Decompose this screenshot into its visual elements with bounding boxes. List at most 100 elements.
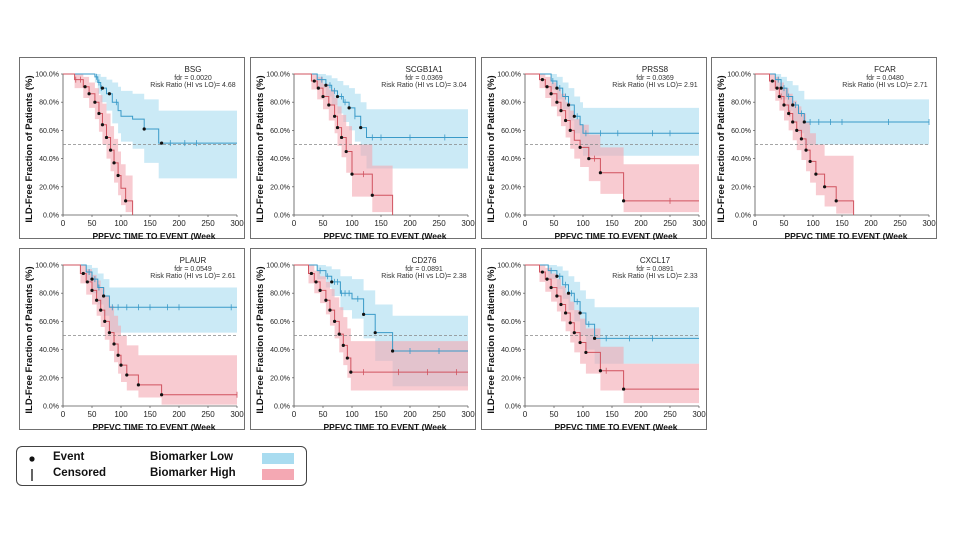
y-tick-label: 100.0% — [35, 263, 59, 270]
km-chart-svg: 0.0% 20.0% 40.0% 60.0% 80.0% 100.0% 0 50 100 150 2… — [255, 256, 475, 431]
km-curve-high — [294, 73, 394, 215]
km-panel-bsg: 0.0% 20.0% 40.0% 60.0% 80.0% 100.0% 0 50 100 150 2… — [19, 57, 245, 240]
x-tick-label: 200 — [172, 219, 186, 228]
chart-title: CXCL17 — [640, 256, 671, 265]
event-dot-high — [587, 157, 591, 161]
x-tick-label: 250 — [432, 219, 446, 228]
event-dot-low — [160, 141, 164, 145]
y-tick-label: 100.0% — [35, 72, 59, 79]
y-tick-label: 60.0% — [501, 319, 521, 326]
event-dot-high — [559, 302, 563, 307]
y-tick-label: 60.0% — [270, 128, 290, 135]
y-tick-label: 80.0% — [501, 291, 521, 298]
y-tick-label: 60.0% — [270, 319, 290, 326]
event-dot-high — [328, 308, 332, 312]
event-dot-high — [321, 94, 325, 99]
x-tick-label: 300 — [922, 219, 936, 228]
x-tick-label: 250 — [201, 219, 215, 228]
y-tick-label: 100.0% — [266, 72, 290, 79]
legend-low-swatch — [262, 453, 294, 464]
ci-band-high — [63, 74, 133, 215]
x-tick-label: 50 — [88, 410, 97, 419]
km-chart-svg: 0.0% 20.0% 40.0% 60.0% 80.0% 100.0% 0 50 100 150 2… — [716, 65, 936, 240]
event-dot-high — [782, 103, 786, 107]
ci-band-high — [525, 74, 699, 213]
y-tick-label: 40.0% — [731, 156, 751, 163]
event-dot-high — [160, 393, 164, 397]
risk-ratio-label: Risk Ratio (HI vs LO)= 3.04 — [381, 82, 466, 89]
event-dot-low — [142, 127, 146, 131]
km-curve-low — [755, 73, 929, 123]
fdr-label: fdr = 0.0891 — [636, 266, 674, 273]
x-tick-label: 250 — [432, 410, 446, 419]
y-tick-label: 80.0% — [501, 100, 521, 107]
event-dot-high — [327, 103, 331, 107]
y-tick-label: 100.0% — [727, 72, 751, 79]
fdr-label: fdr = 0.0020 — [174, 75, 212, 82]
x-tick-label: 200 — [864, 219, 878, 228]
y-tick-label: 80.0% — [731, 100, 751, 107]
event-dot-high — [564, 118, 568, 123]
x-tick-label: 50 — [88, 219, 97, 228]
km-curve-low — [63, 73, 237, 144]
fdr-label: fdr = 0.0549 — [174, 266, 212, 273]
event-dot-high — [545, 277, 549, 281]
event-dot-low — [90, 277, 94, 281]
event-dot-low — [335, 94, 340, 99]
y-tick-label: 0.0% — [43, 404, 59, 411]
event-dot-low — [566, 291, 571, 295]
event-dot-high — [559, 109, 563, 113]
x-tick-label: 150 — [605, 219, 619, 228]
x-tick-label: 0 — [61, 410, 66, 419]
y-tick-label: 80.0% — [270, 291, 290, 298]
event-dot-high — [777, 94, 781, 99]
event-dot-high — [335, 125, 340, 130]
event-dot-high — [770, 79, 774, 83]
y-tick-label: 0.0% — [274, 213, 290, 220]
event-dot-high — [808, 159, 812, 164]
chart-title: SCGB1A1 — [406, 65, 443, 74]
x-tick-label: 250 — [663, 410, 677, 419]
event-dot-high — [104, 135, 109, 140]
event-dot-low — [330, 280, 334, 284]
legend-high-swatch — [262, 469, 294, 480]
x-tick-label: 200 — [634, 219, 648, 228]
event-dot-high — [119, 363, 123, 367]
y-tick-label: 60.0% — [39, 128, 59, 135]
event-dot-high — [555, 294, 559, 298]
x-axis-title: PPFVC TIME TO EVENT (Week — [555, 231, 678, 240]
event-dot-low — [100, 86, 105, 90]
km-chart-svg: 0.0% 20.0% 40.0% 60.0% 80.0% 100.0% 0 50 100 150 2… — [24, 256, 244, 431]
event-dot-high — [622, 199, 626, 203]
event-dot-low — [572, 114, 576, 118]
y-axis-title: ILD-Free Fraction of Patients (%) — [486, 75, 497, 222]
y-tick-label: 40.0% — [270, 156, 290, 163]
y-axis-title: ILD-Free Fraction of Patients (%) — [24, 266, 35, 413]
event-dot-high — [564, 311, 568, 315]
event-dot-high — [834, 199, 838, 203]
event-dot-high — [99, 308, 103, 312]
km-curve-low — [63, 264, 237, 308]
y-tick-label: 20.0% — [270, 184, 290, 191]
event-dot-high — [112, 161, 116, 165]
event-dot-low — [802, 120, 806, 124]
risk-ratio-label: Risk Ratio (HI vs LO)= 2.91 — [612, 82, 697, 89]
event-dot-high — [83, 85, 87, 89]
chart-title: PLAUR — [180, 256, 207, 265]
x-tick-label: 200 — [403, 219, 417, 228]
legend-censored-label: Censored — [53, 467, 107, 479]
event-dot-high — [90, 288, 94, 292]
risk-ratio-label: Risk Ratio (HI vs LO)= 4.68 — [150, 82, 235, 89]
fdr-label: fdr = 0.0891 — [405, 266, 443, 273]
x-tick-label: 0 — [523, 410, 528, 419]
y-tick-label: 80.0% — [270, 100, 290, 107]
event-dot-high — [344, 149, 348, 154]
event-dot-high — [314, 280, 318, 284]
x-axis-title: PPFVC TIME TO EVENT (Week — [324, 422, 447, 431]
event-dot-high — [549, 92, 553, 96]
event-dot-high — [339, 135, 344, 140]
risk-ratio-label: Risk Ratio (HI vs LO)= 2.61 — [150, 273, 235, 280]
event-dot-high — [555, 100, 559, 104]
y-tick-label: 60.0% — [501, 128, 521, 135]
event-dot-low — [362, 312, 366, 316]
